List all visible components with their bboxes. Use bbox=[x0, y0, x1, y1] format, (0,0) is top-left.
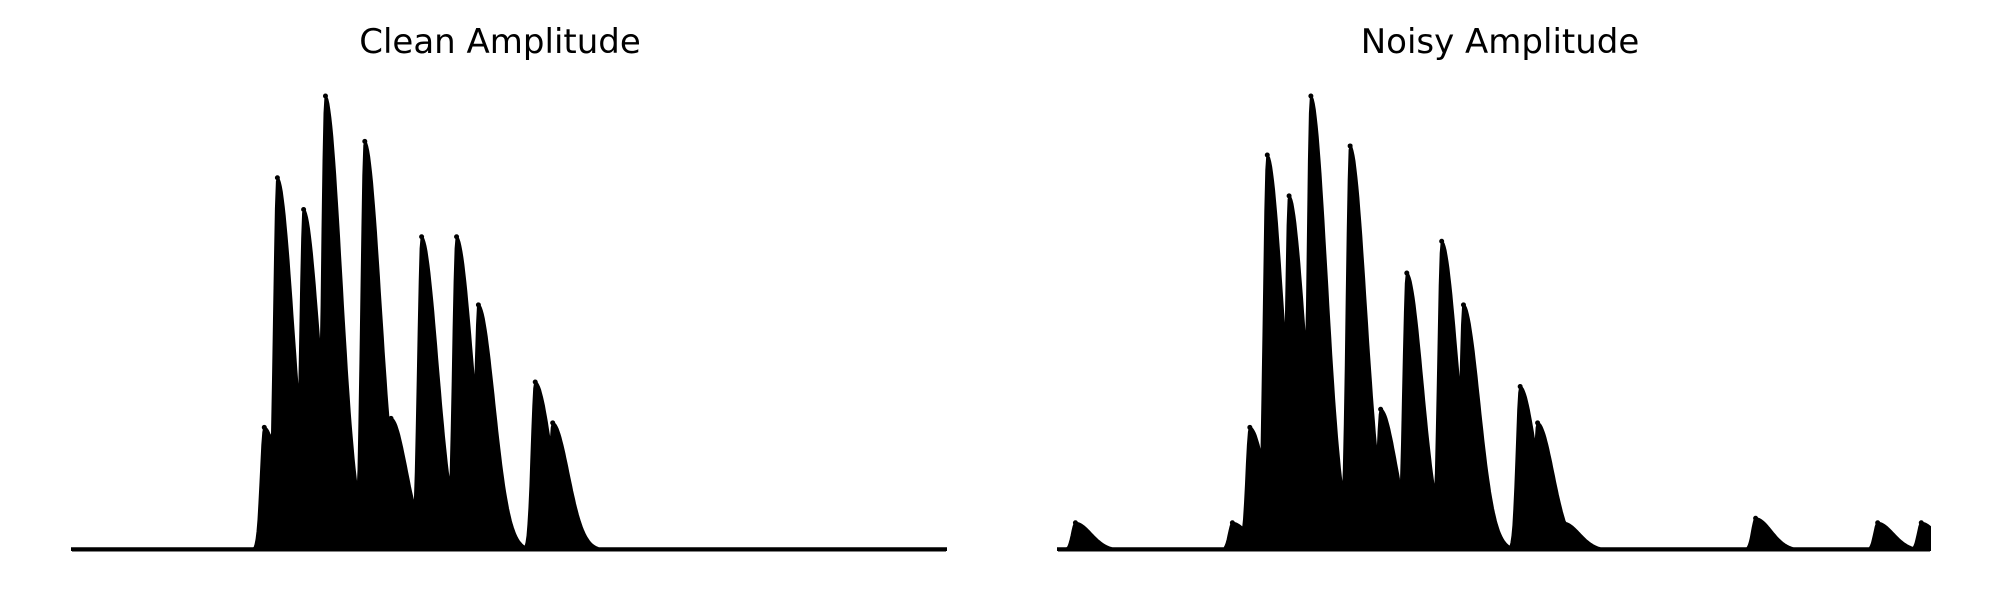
envelope-peak-point bbox=[274, 175, 280, 181]
envelope-peak-point bbox=[1286, 193, 1292, 199]
envelope-peak-point bbox=[1347, 143, 1353, 149]
envelope-peak-point bbox=[1378, 406, 1384, 412]
chart-panel-clean: Clean Amplitude bbox=[71, 22, 947, 552]
amplitude-envelope bbox=[1057, 93, 1931, 551]
envelope-peak-point bbox=[1229, 520, 1235, 526]
envelope-peak-point bbox=[362, 138, 368, 144]
chart-title: Noisy Amplitude bbox=[1360, 22, 1640, 62]
envelope-peak-point bbox=[532, 379, 538, 385]
waveform-plot-noisy bbox=[1057, 93, 1931, 552]
envelope-peak-point bbox=[1875, 520, 1881, 526]
envelope-peak-point bbox=[1247, 424, 1253, 430]
envelope-peak-point bbox=[1753, 515, 1759, 521]
envelope-peak-point bbox=[1918, 520, 1924, 526]
envelope-peak-point bbox=[1264, 152, 1270, 158]
envelope-peak-point bbox=[1535, 420, 1541, 426]
envelope-peak-point bbox=[322, 93, 328, 99]
envelope-peak-point bbox=[419, 234, 425, 240]
amplitude-envelope bbox=[71, 93, 947, 551]
chart-panel-noisy: Noisy Amplitude bbox=[1000, 0, 2000, 600]
envelope-peak-point bbox=[475, 302, 481, 308]
envelope-peak-point bbox=[1072, 520, 1078, 526]
envelope-peak-point bbox=[550, 420, 556, 426]
envelope-peak-point bbox=[261, 424, 267, 430]
envelope-peak-point bbox=[301, 207, 307, 212]
envelope-peak-point bbox=[454, 234, 460, 240]
waveform-plot-clean bbox=[71, 93, 947, 552]
envelope-peak-point bbox=[1439, 238, 1445, 244]
envelope-peak-point bbox=[388, 415, 394, 421]
envelope-peak-point bbox=[1561, 520, 1567, 526]
envelope-peak-point bbox=[1308, 93, 1314, 99]
envelope-peak-point bbox=[1517, 384, 1523, 390]
envelope-peak-point bbox=[1404, 270, 1410, 276]
chart-title: Clean Amplitude bbox=[359, 22, 641, 62]
envelope-peak-point bbox=[1460, 302, 1466, 308]
